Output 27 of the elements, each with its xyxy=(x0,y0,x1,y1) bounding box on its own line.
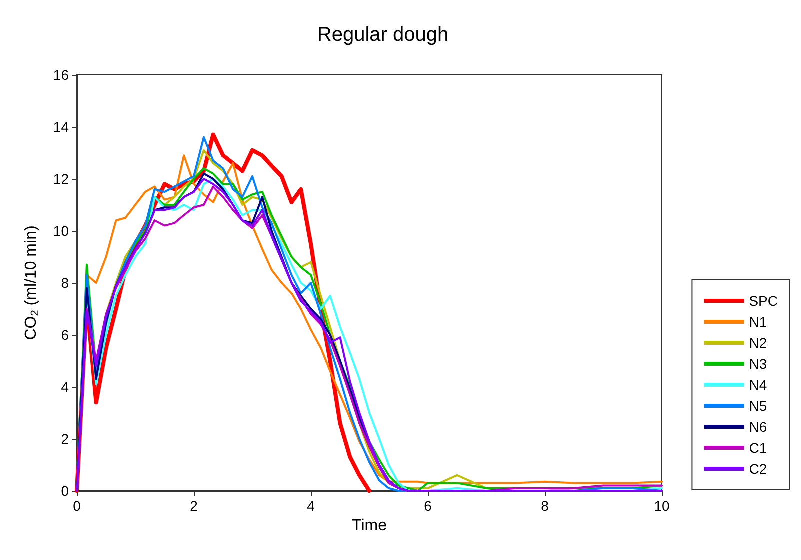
y-tick-label: 8 xyxy=(61,275,70,291)
x-tick-label: 6 xyxy=(424,498,432,514)
legend-label: C1 xyxy=(749,440,768,456)
legend-label: SPC xyxy=(749,293,778,309)
y-tick-label: 2 xyxy=(61,431,70,447)
legend-label: N4 xyxy=(749,377,768,393)
y-tick-label: 14 xyxy=(53,119,70,135)
legend-label: C2 xyxy=(749,461,768,477)
y-tick-label: 4 xyxy=(61,379,70,395)
legend-label: N3 xyxy=(749,356,768,372)
y-tick-label: 6 xyxy=(61,327,70,343)
y-axis-title: CO2 (ml/10 min) xyxy=(23,226,42,340)
x-tick-label: 0 xyxy=(73,498,82,514)
y-tick-label: 0 xyxy=(61,483,70,499)
x-tick-label: 4 xyxy=(307,498,316,514)
legend-label: N2 xyxy=(749,335,768,351)
x-axis-title: Time xyxy=(352,517,388,534)
legend-label: N6 xyxy=(749,419,768,435)
y-tick-label: 12 xyxy=(53,171,70,187)
x-tick-label: 8 xyxy=(541,498,550,514)
x-tick-label: 10 xyxy=(654,498,670,514)
legend-label: N1 xyxy=(749,314,768,330)
y-tick-label: 10 xyxy=(53,223,70,239)
chart-title: Regular dough xyxy=(317,24,449,46)
x-tick-label: 2 xyxy=(190,498,198,514)
y-tick-label: 16 xyxy=(53,67,70,83)
legend-label: N5 xyxy=(749,398,768,414)
